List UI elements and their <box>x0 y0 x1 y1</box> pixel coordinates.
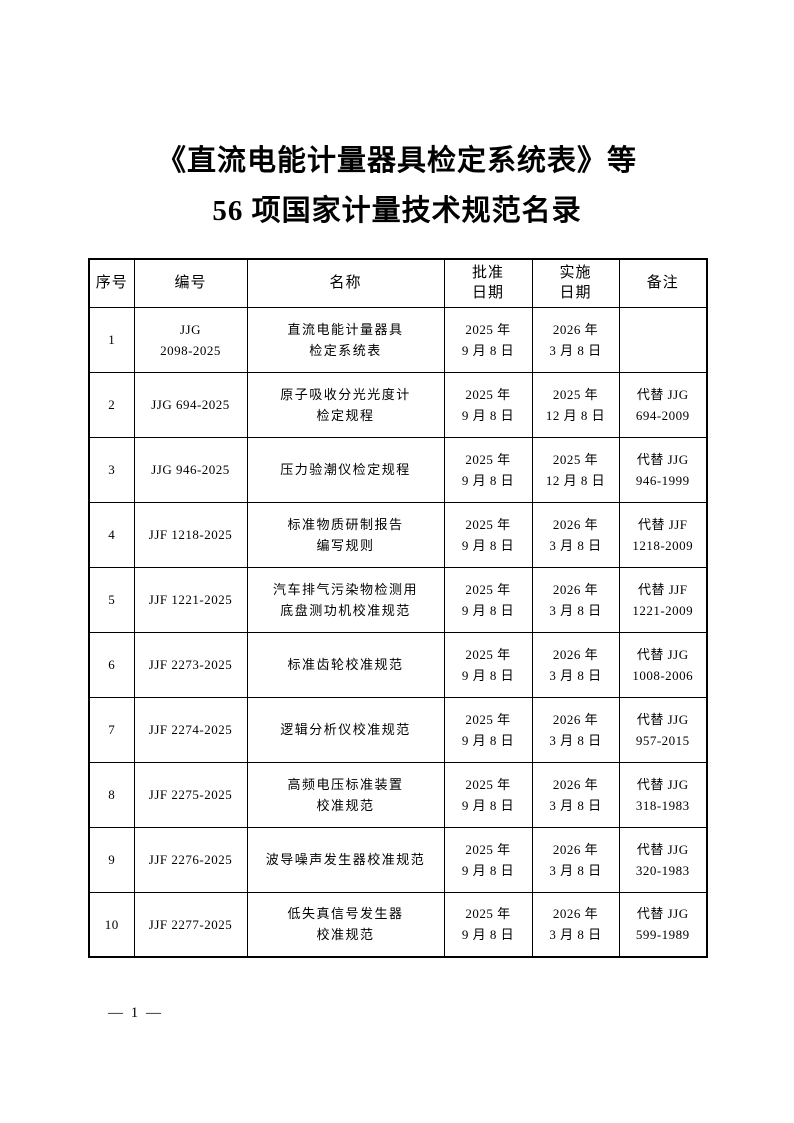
cell-note: 代替 JJG 320-1983 <box>618 826 708 893</box>
cell-impl-date: 2025 年 12 月 8 日 <box>531 371 620 438</box>
cell-note: 代替 JJG 318-1983 <box>618 761 708 828</box>
cell-no: 1 <box>88 306 135 373</box>
cell-name: 逻辑分析仪校准规范 <box>246 696 445 763</box>
cell-code: JJG 694-2025 <box>133 371 248 438</box>
table-row: 3 JJG 946-2025 压力验潮仪检定规程 2025 年 9 月 8 日 … <box>88 436 708 503</box>
table-row: 8 JJF 2275-2025 高频电压标准装置 校准规范 2025 年 9 月… <box>88 761 708 828</box>
table-row: 2 JJG 694-2025 原子吸收分光光度计 检定规程 2025 年 9 月… <box>88 371 708 438</box>
cell-approve-date: 2025 年 9 月 8 日 <box>443 501 533 568</box>
table-row: 7 JJF 2274-2025 逻辑分析仪校准规范 2025 年 9 月 8 日… <box>88 696 708 763</box>
cell-impl-date: 2026 年 3 月 8 日 <box>531 566 620 633</box>
cell-code: JJF 2276-2025 <box>133 826 248 893</box>
header-cell-name: 名称 <box>246 258 445 308</box>
cell-note: 代替 JJG 694-2009 <box>618 371 708 438</box>
cell-impl-date: 2026 年 3 月 8 日 <box>531 891 620 958</box>
cell-no: 8 <box>88 761 135 828</box>
table-row: 10 JJF 2277-2025 低失真信号发生器 校准规范 2025 年 9 … <box>88 891 708 958</box>
cell-impl-date: 2026 年 3 月 8 日 <box>531 306 620 373</box>
cell-approve-date: 2025 年 9 月 8 日 <box>443 631 533 698</box>
cell-name: 波导噪声发生器校准规范 <box>246 826 445 893</box>
cell-impl-date: 2026 年 3 月 8 日 <box>531 826 620 893</box>
cell-no: 6 <box>88 631 135 698</box>
cell-impl-date: 2026 年 3 月 8 日 <box>531 631 620 698</box>
cell-approve-date: 2025 年 9 月 8 日 <box>443 696 533 763</box>
table-row: 5 JJF 1221-2025 汽车排气污染物检测用 底盘测功机校准规范 202… <box>88 566 708 633</box>
cell-code: JJG 946-2025 <box>133 436 248 503</box>
cell-approve-date: 2025 年 9 月 8 日 <box>443 306 533 373</box>
cell-no: 7 <box>88 696 135 763</box>
document-title-line1: 《直流电能计量器具检定系统表》等 <box>156 145 637 177</box>
cell-note <box>618 306 708 373</box>
cell-approve-date: 2025 年 9 月 8 日 <box>443 566 533 633</box>
cell-approve-date: 2025 年 9 月 8 日 <box>443 761 533 828</box>
cell-approve-date: 2025 年 9 月 8 日 <box>443 436 533 503</box>
cell-code: JJF 2273-2025 <box>133 631 248 698</box>
cell-impl-date: 2026 年 3 月 8 日 <box>531 761 620 828</box>
header-cell-code: 编号 <box>133 258 248 308</box>
cell-no: 3 <box>88 436 135 503</box>
cell-note: 代替 JJF 1218-2009 <box>618 501 708 568</box>
cell-code: JJF 1218-2025 <box>133 501 248 568</box>
cell-no: 10 <box>88 891 135 958</box>
cell-name: 低失真信号发生器 校准规范 <box>246 891 445 958</box>
document-title-line2: 56 项国家计量技术规范名录 <box>212 195 582 227</box>
specifications-table: 序号 编号 名称 批准 日期 实施 日期 备注 1 JJG 2098-2025 … <box>88 258 708 958</box>
cell-code: JJF 1221-2025 <box>133 566 248 633</box>
cell-name: 压力验潮仪检定规程 <box>246 436 445 503</box>
cell-impl-date: 2025 年 12 月 8 日 <box>531 436 620 503</box>
cell-code: JJF 2274-2025 <box>133 696 248 763</box>
table-row: 1 JJG 2098-2025 直流电能计量器具 检定系统表 2025 年 9 … <box>88 306 708 373</box>
cell-impl-date: 2026 年 3 月 8 日 <box>531 696 620 763</box>
cell-no: 2 <box>88 371 135 438</box>
cell-code: JJF 2277-2025 <box>133 891 248 958</box>
cell-no: 5 <box>88 566 135 633</box>
header-cell-note: 备注 <box>618 258 708 308</box>
table-header-row: 序号 编号 名称 批准 日期 实施 日期 备注 <box>88 258 708 308</box>
table-row: 6 JJF 2273-2025 标准齿轮校准规范 2025 年 9 月 8 日 … <box>88 631 708 698</box>
header-cell-approve: 批准 日期 <box>443 258 533 308</box>
cell-name: 标准齿轮校准规范 <box>246 631 445 698</box>
header-cell-no: 序号 <box>88 258 135 308</box>
header-cell-impl: 实施 日期 <box>531 258 620 308</box>
table-row: 4 JJF 1218-2025 标准物质研制报告 编写规则 2025 年 9 月… <box>88 501 708 568</box>
cell-approve-date: 2025 年 9 月 8 日 <box>443 371 533 438</box>
cell-name: 高频电压标准装置 校准规范 <box>246 761 445 828</box>
cell-note: 代替 JJG 946-1999 <box>618 436 708 503</box>
cell-no: 4 <box>88 501 135 568</box>
document-title: 《直流电能计量器具检定系统表》等 56 项国家计量技术规范名录 <box>0 136 794 236</box>
page-number: — 1 — <box>108 1005 163 1021</box>
cell-name: 原子吸收分光光度计 检定规程 <box>246 371 445 438</box>
cell-code: JJG 2098-2025 <box>133 306 248 373</box>
cell-impl-date: 2026 年 3 月 8 日 <box>531 501 620 568</box>
cell-approve-date: 2025 年 9 月 8 日 <box>443 891 533 958</box>
table-row: 9 JJF 2276-2025 波导噪声发生器校准规范 2025 年 9 月 8… <box>88 826 708 893</box>
cell-note: 代替 JJG 1008-2006 <box>618 631 708 698</box>
cell-name: 标准物质研制报告 编写规则 <box>246 501 445 568</box>
cell-code: JJF 2275-2025 <box>133 761 248 828</box>
cell-note: 代替 JJG 599-1989 <box>618 891 708 958</box>
cell-no: 9 <box>88 826 135 893</box>
cell-approve-date: 2025 年 9 月 8 日 <box>443 826 533 893</box>
cell-name: 汽车排气污染物检测用 底盘测功机校准规范 <box>246 566 445 633</box>
cell-note: 代替 JJF 1221-2009 <box>618 566 708 633</box>
cell-note: 代替 JJG 957-2015 <box>618 696 708 763</box>
cell-name: 直流电能计量器具 检定系统表 <box>246 306 445 373</box>
